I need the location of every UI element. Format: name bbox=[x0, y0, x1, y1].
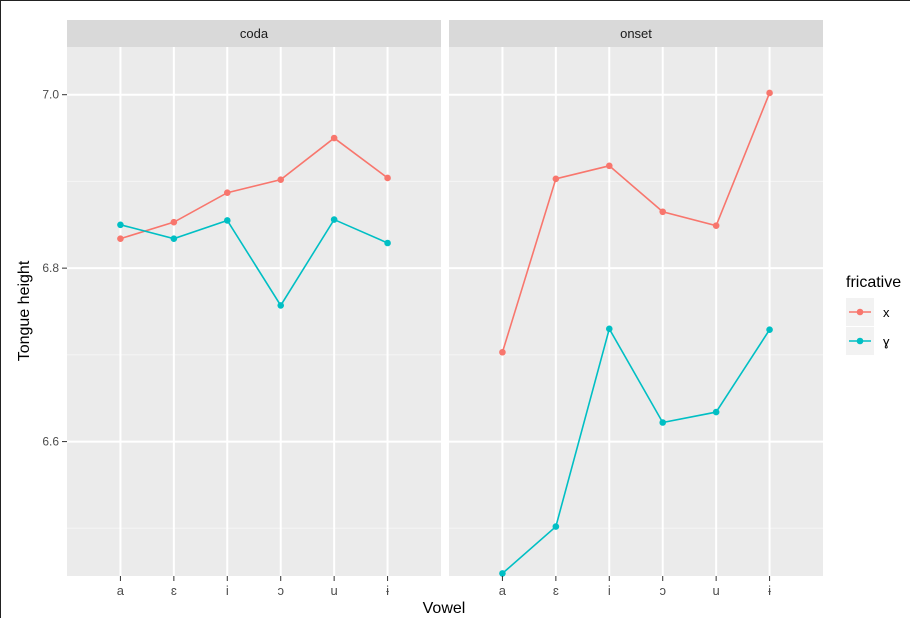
legend-title: fricative bbox=[846, 274, 901, 291]
y-axis: 6.6 6.8 7.0 bbox=[42, 88, 67, 449]
series-1-point-2 bbox=[170, 218, 178, 226]
x-tick-label: a bbox=[499, 583, 507, 598]
x-tick-label: ɨ bbox=[768, 583, 771, 598]
series-2-point-5 bbox=[330, 216, 338, 223]
series-2-line bbox=[120, 218, 388, 307]
series-1-point-4 bbox=[659, 208, 667, 216]
y-tick-label: 6.8 bbox=[42, 261, 59, 275]
facet-strip bbox=[449, 20, 823, 47]
series-2-point-1 bbox=[499, 570, 506, 577]
series-1-point-3 bbox=[605, 162, 613, 170]
series-2-point-3 bbox=[223, 217, 231, 224]
series-1-point-1 bbox=[499, 348, 506, 356]
series-1-point-1 bbox=[117, 235, 124, 242]
series-1-point-3 bbox=[223, 189, 231, 196]
x-tick-label: i bbox=[608, 583, 611, 598]
facet-strip-label: onset bbox=[620, 26, 652, 41]
series-1-line bbox=[120, 137, 389, 240]
panel-background bbox=[449, 47, 823, 576]
facet-strip-label: coda bbox=[240, 26, 269, 41]
series-1-point-2 bbox=[552, 175, 560, 183]
legend-key-point bbox=[856, 337, 864, 345]
series-2-point-1 bbox=[117, 221, 124, 229]
x-tick-label: i bbox=[226, 583, 229, 598]
series-1-point-6 bbox=[384, 174, 391, 182]
x-tick-label: ɛ bbox=[171, 583, 177, 598]
x-tick-label: ɨ bbox=[386, 583, 389, 598]
panel-onset: onset bbox=[449, 20, 823, 577]
y-tick-label: 6.6 bbox=[42, 435, 59, 449]
x-tick-label: ɔ bbox=[277, 583, 284, 598]
panel-coda: coda bbox=[67, 20, 441, 576]
series-2-point-5 bbox=[712, 408, 720, 416]
panels: coda onset bbox=[67, 20, 823, 577]
legend-key-point bbox=[856, 308, 864, 316]
series-2-point-4 bbox=[659, 419, 667, 426]
series-2-point-2 bbox=[552, 523, 560, 530]
x-tick-label: ɔ bbox=[659, 583, 666, 598]
series-1-point-4 bbox=[277, 176, 285, 183]
series-1-point-5 bbox=[330, 134, 338, 142]
series-2-point-6 bbox=[766, 326, 773, 334]
series-1-line bbox=[501, 92, 771, 353]
series-2-point-4 bbox=[277, 302, 285, 309]
facet-strip bbox=[67, 20, 441, 47]
panel-background bbox=[67, 47, 441, 576]
x-axis-title: Vowel bbox=[423, 600, 466, 617]
x-tick-label: u bbox=[713, 583, 720, 598]
series-2-point-3 bbox=[605, 325, 613, 333]
y-tick-label: 7.0 bbox=[42, 88, 59, 102]
series-1-point-5 bbox=[712, 222, 720, 229]
legend: fricative xɣ bbox=[846, 274, 901, 355]
series-1-point-6 bbox=[766, 89, 773, 97]
series-2-point-6 bbox=[384, 239, 391, 247]
x-tick-label: ɛ bbox=[553, 583, 559, 598]
legend-label-2: ɣ bbox=[883, 334, 890, 349]
x-tick-label: u bbox=[331, 583, 338, 598]
legend-label-1: x bbox=[883, 305, 890, 320]
series-2-point-2 bbox=[170, 235, 178, 242]
series-2-line bbox=[501, 326, 771, 574]
y-axis-title: Tongue height bbox=[16, 260, 33, 361]
x-tick-label: a bbox=[117, 583, 125, 598]
